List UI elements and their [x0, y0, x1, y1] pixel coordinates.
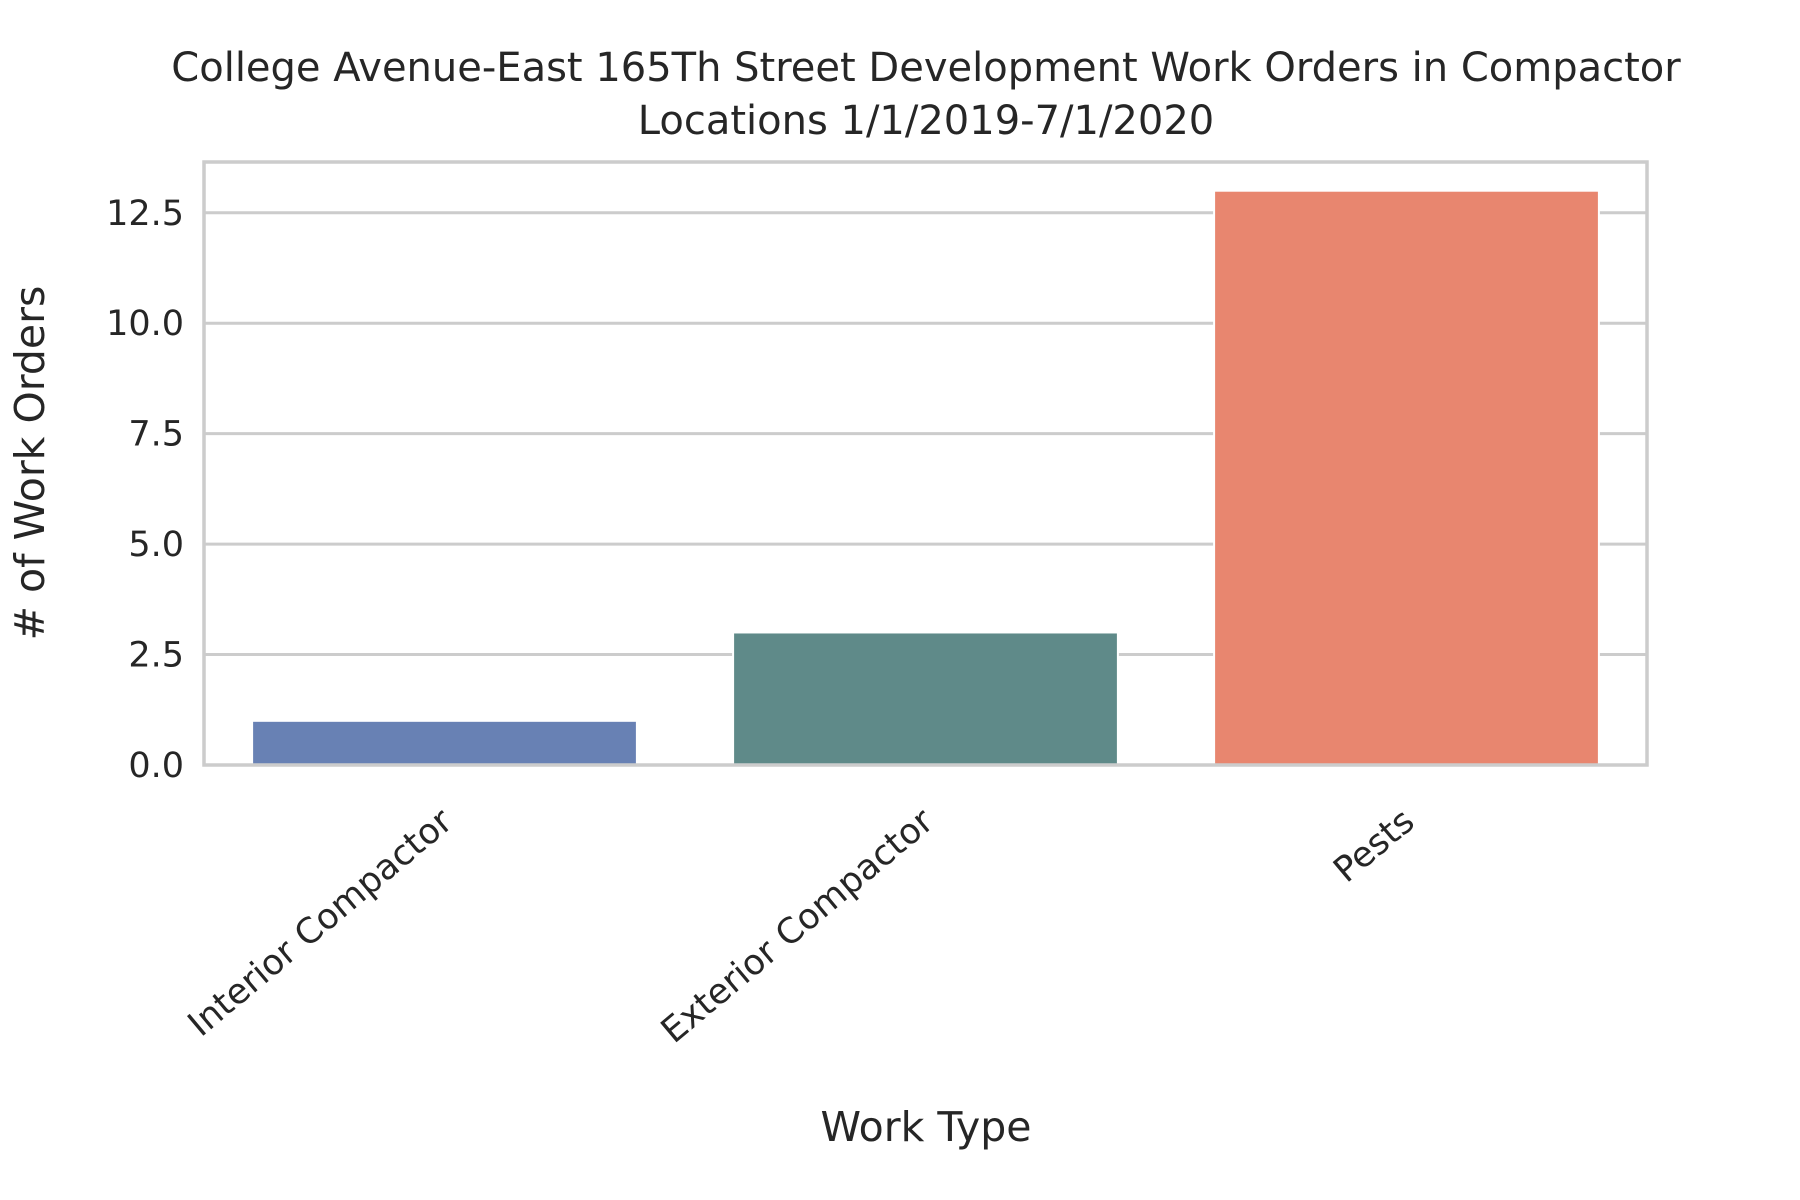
y-tick-label: 5.0 — [128, 525, 184, 565]
bar-interior-compactor — [251, 719, 638, 766]
y-tick-label: 12.5 — [106, 194, 184, 234]
y-axis-label: # of Work Orders — [6, 286, 54, 641]
y-tick-label: 7.5 — [128, 415, 184, 455]
bar-exterior-compactor — [732, 631, 1119, 766]
bar-pests — [1213, 189, 1600, 766]
y-tick-label: 2.5 — [128, 636, 184, 676]
y-tick-label: 10.0 — [106, 304, 184, 344]
chart-title-line-1: College Avenue-East 165Th Street Develop… — [171, 45, 1681, 91]
plot-frame — [202, 160, 1649, 767]
x-axis-label: Work Type — [820, 1103, 1031, 1151]
x-tick-label: Exterior Compactor — [654, 801, 942, 1052]
y-tick-label: 0.0 — [128, 746, 184, 786]
chart-title: College Avenue-East 165Th Street Develop… — [171, 45, 1681, 144]
x-tick-labels: Interior Compactor Exterior Compactor Pest… — [181, 801, 1422, 1052]
y-tick-labels: 0.0 2.5 5.0 7.5 10.0 12.5 — [106, 194, 184, 786]
x-tick-label: Interior Compactor — [181, 801, 461, 1045]
x-tick-label: Pests — [1326, 801, 1422, 891]
chart-title-line-2: Locations 1/1/2019-7/1/2020 — [638, 98, 1214, 144]
bars — [251, 189, 1600, 766]
